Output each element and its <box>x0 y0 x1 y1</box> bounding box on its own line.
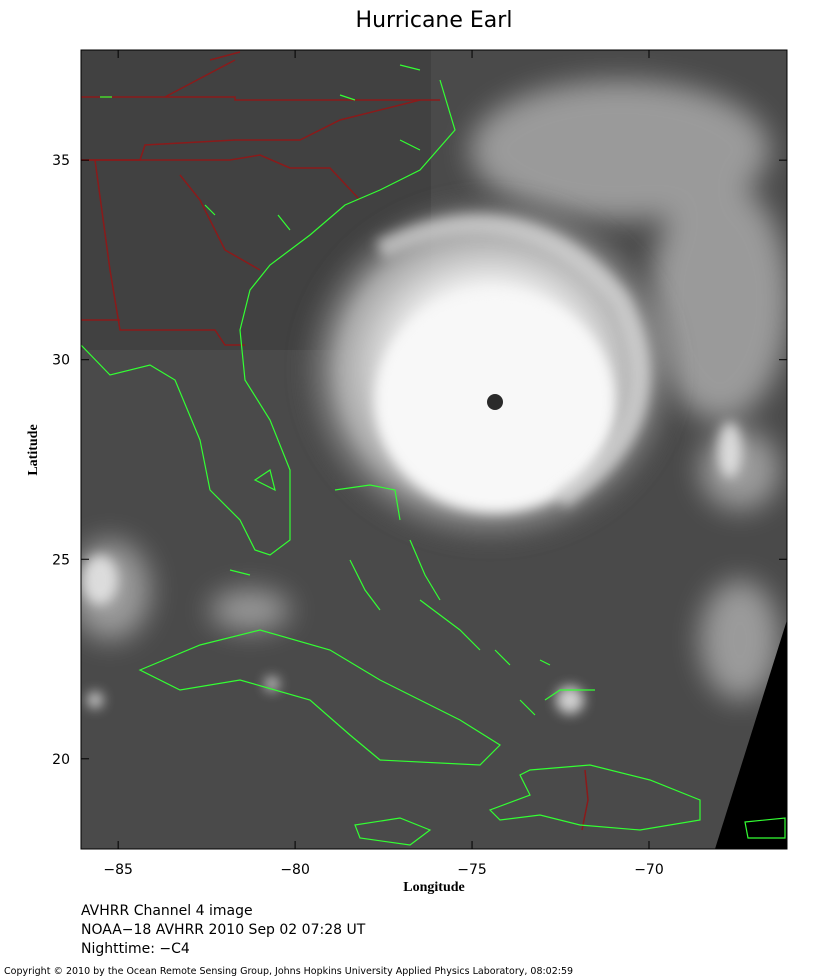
x-axis-label: Longitude <box>403 880 464 895</box>
x-tick-label: −80 <box>280 862 310 878</box>
satellite-image <box>81 50 787 849</box>
y-tick-label: 30 <box>52 353 70 369</box>
caption-line: Nighttime: −C4 <box>81 941 190 957</box>
caption-line: AVHRR Channel 4 image <box>81 903 253 919</box>
y-tick-label: 20 <box>52 752 70 768</box>
title: Hurricane Earl <box>356 8 513 33</box>
y-tick-label: 35 <box>52 153 70 169</box>
y-axis-label: Latitude <box>26 424 41 475</box>
x-tick-label: −70 <box>634 862 664 878</box>
plot-frame <box>80 49 788 850</box>
copyright: Copyright © 2010 by the Ocean Remote Sen… <box>4 966 573 977</box>
captions: AVHRR Channel 4 image NOAA−18 AVHRR 2010 … <box>81 903 366 957</box>
caption-line: NOAA−18 AVHRR 2010 Sep 02 07:28 UT <box>81 922 366 938</box>
y-tick-label: 25 <box>52 552 70 568</box>
x-tick-label: −85 <box>103 862 133 878</box>
x-tick-label: −75 <box>457 862 487 878</box>
